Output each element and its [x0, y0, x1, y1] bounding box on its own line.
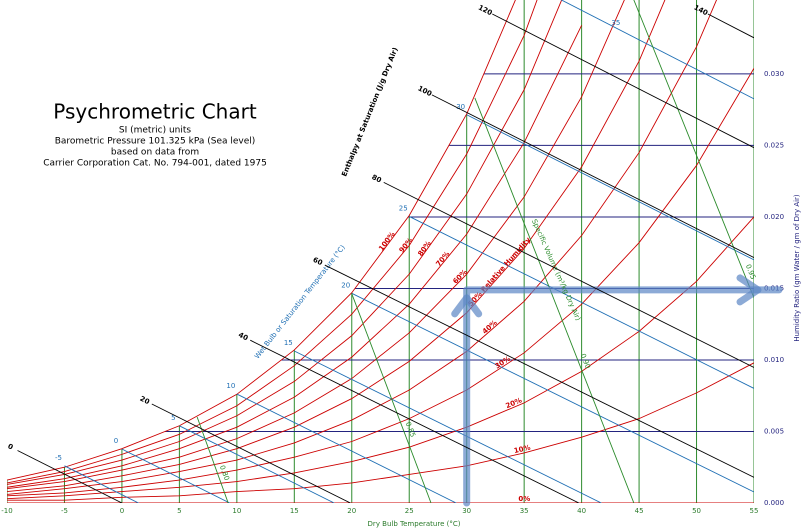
x-tick-label: 20	[347, 507, 356, 515]
volume-axis-label: Specific Volume (m³/kg Dry Air)	[530, 218, 582, 322]
x-tick-label: 25	[405, 507, 414, 515]
x-tick-label: -10	[1, 507, 12, 515]
arrow-head	[451, 294, 483, 318]
x-tick-label: 55	[750, 507, 759, 515]
subtitle: Carrier Corporation Cat. No. 794-001, da…	[43, 159, 267, 169]
enthalpy-line	[17, 450, 123, 503]
y-tick-label: 0.005	[764, 427, 784, 435]
enthalpy-line	[492, 13, 754, 149]
wet-bulb-line	[560, 0, 754, 100]
enthalpy-line	[324, 264, 754, 478]
rh-label: 70%	[435, 250, 452, 268]
rh-label: 90%	[398, 236, 415, 254]
rh-label: 50% Relative Humidity	[467, 235, 533, 308]
y-tick-label: 0.000	[764, 499, 784, 507]
rh-label: 10%	[513, 444, 531, 455]
enthalpy-label: 80	[370, 173, 382, 185]
rh-curve	[7, 0, 538, 484]
wet-bulb-label: 25	[399, 204, 408, 212]
x-tick-label: 30	[462, 507, 471, 515]
wet-bulb-line	[236, 393, 457, 503]
rh-label: 100%	[377, 230, 396, 252]
enthalpy-line	[151, 403, 351, 503]
wet-bulb-label: 30	[456, 103, 465, 111]
subtitle: Barometric Pressure 101.325 kPa (Sea lev…	[55, 137, 256, 147]
x-tick-label: 40	[577, 507, 586, 515]
rh-curve	[7, 0, 666, 493]
volume-line	[351, 293, 432, 503]
wet-bulb-label: -5	[55, 454, 62, 462]
enthalpy-line	[707, 13, 754, 39]
subtitle: based on data from	[111, 148, 199, 158]
rh-curve	[7, 0, 625, 490]
x-tick-label: 0	[120, 507, 124, 515]
wet-bulb-label: 35	[611, 19, 620, 27]
wet-bulb-line	[64, 465, 139, 503]
arrow-head	[736, 274, 762, 306]
enthalpy-label: 60	[311, 256, 323, 268]
x-tick-label: 50	[692, 507, 701, 515]
wet-bulb-line	[179, 425, 335, 503]
enthalpy-label: 140	[692, 3, 709, 17]
wet-bulb-line	[466, 114, 754, 261]
wet-bulb-label: 15	[284, 339, 293, 347]
wet-bulb-axis-label: Wet Bulb or Saturation Temperature (°C)	[253, 243, 347, 360]
enthalpy-label: 100	[416, 84, 433, 98]
volume-line	[474, 97, 635, 503]
y-tick-label: 0.010	[764, 356, 784, 364]
wet-bulb-line	[409, 216, 754, 389]
enthalpy-axis-label: Enthalpy at Saturation (J/g Dry Air)	[340, 46, 399, 177]
wet-bulb-line	[121, 448, 230, 503]
rh-curve	[7, 25, 583, 488]
enthalpy-label: 120	[477, 3, 494, 17]
enthalpy-label: 20	[138, 395, 150, 407]
rh-curve	[7, 362, 754, 501]
wet-bulb-label: 10	[226, 382, 235, 390]
subtitle: SI (metric) units	[119, 126, 192, 136]
x-axis-label: Dry Bulb Temperature (°C)	[368, 520, 461, 528]
rh-label: 20%	[505, 396, 524, 410]
rh-curve	[7, 67, 754, 497]
rh-curve	[7, 0, 563, 485]
enthalpy-line	[250, 339, 580, 503]
enthalpy-label: 0	[6, 442, 14, 451]
rh-label: 80%	[416, 240, 432, 258]
rh-label: 40%	[481, 319, 499, 336]
x-tick-label: -5	[61, 507, 68, 515]
x-tick-label: 5	[177, 507, 181, 515]
y-tick-label: 0.025	[764, 141, 784, 149]
wet-bulb-label: 0	[114, 437, 118, 445]
rh-curve	[7, 0, 516, 481]
x-tick-label: 10	[232, 507, 241, 515]
wet-bulb-line	[351, 292, 754, 493]
enthalpy-line	[431, 94, 754, 258]
volume-line	[196, 416, 229, 503]
y-axis-label: Humidity Ratio (gm Water / gm of Dry Air…	[793, 194, 801, 342]
enthalpy-line	[383, 182, 754, 368]
enthalpy-label: 40	[237, 331, 249, 343]
lookup-arrow	[463, 286, 783, 507]
wet-bulb-label: 20	[341, 281, 350, 289]
volume-line	[633, 0, 754, 300]
x-tick-label: 15	[290, 507, 299, 515]
wet-bulb-label: 5	[171, 414, 175, 422]
y-tick-label: 0.020	[764, 213, 784, 221]
chart-title: Psychrometric Chart	[53, 100, 257, 124]
x-tick-label: 45	[635, 507, 644, 515]
wet-bulb-line	[294, 350, 602, 503]
rh-label: 0%	[518, 495, 530, 503]
x-tick-label: 35	[520, 507, 529, 515]
rh-curve	[7, 216, 754, 500]
y-tick-label: 0.030	[764, 70, 784, 78]
